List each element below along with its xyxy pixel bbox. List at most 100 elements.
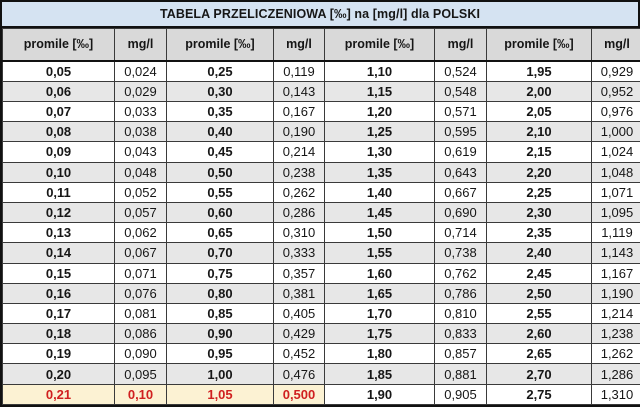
mgl-cell: 0,548 (434, 80, 487, 103)
mgl-cell: 0,043 (114, 141, 167, 163)
mgl-cell: 0,095 (114, 363, 167, 385)
promille-cell: 1,60 (324, 262, 435, 284)
promille-cell: 1,90 (324, 383, 435, 406)
table-row: 0,19 0,090 0,95 0,452 1,80 0,857 2,65 1,262 (2, 343, 640, 365)
mgl-cell: 0,571 (434, 101, 487, 123)
mgl-cell: 0,524 (434, 60, 487, 82)
promille-cell: 2,45 (486, 262, 592, 284)
mgl-cell: 1,238 (591, 323, 640, 345)
mgl-cell: 0,119 (273, 60, 325, 82)
promille-cell: 2,10 (486, 121, 592, 143)
promille-cell: 0,50 (166, 161, 274, 183)
col-header-promille-4: promile [‰] (486, 28, 592, 62)
table-title: TABELA PRZELICZENIOWA [‰] na [mg/l] dla … (2, 2, 638, 28)
mgl-cell: 0,381 (273, 282, 325, 304)
promille-cell: 0,45 (166, 141, 274, 163)
data-table: promile [‰] mg/l promile [‰] mg/l promil… (2, 28, 640, 406)
col-header-mgl-2: mg/l (273, 28, 325, 62)
promille-cell: 0,14 (2, 242, 115, 264)
mgl-cell: 0,643 (434, 161, 487, 183)
promille-cell: 2,55 (486, 302, 592, 325)
mgl-cell: 0,048 (114, 161, 167, 183)
promille-cell: 1,55 (324, 242, 435, 264)
promille-cell: 0,35 (166, 101, 274, 123)
mgl-cell: 0,190 (273, 121, 325, 143)
table-row: 0,17 0,081 0,85 0,405 1,70 0,810 2,55 1,214 (2, 302, 640, 325)
mgl-cell: 0,357 (273, 262, 325, 284)
promille-cell: 2,75 (486, 383, 592, 406)
table-row: 0,06 0,029 0,30 0,143 1,15 0,548 2,00 0,952 (2, 80, 640, 103)
mgl-cell: 0,076 (114, 282, 167, 304)
promille-cell: 0,21 (2, 383, 115, 406)
mgl-cell: 0,905 (434, 383, 487, 406)
promille-cell: 2,50 (486, 282, 592, 304)
mgl-cell: 0,500 (273, 383, 325, 406)
promille-cell: 1,95 (486, 60, 592, 82)
col-header-promille-2: promile [‰] (166, 28, 274, 62)
mgl-cell: 1,214 (591, 302, 640, 325)
promille-cell: 1,25 (324, 121, 435, 143)
mgl-cell: 0,143 (273, 80, 325, 103)
table-row: 0,18 0,086 0,90 0,429 1,75 0,833 2,60 1,238 (2, 323, 640, 345)
table-row: 0,16 0,076 0,80 0,381 1,65 0,786 2,50 1,190 (2, 282, 640, 304)
mgl-cell: 0,038 (114, 121, 167, 143)
promille-cell: 1,35 (324, 161, 435, 183)
mgl-cell: 0,052 (114, 181, 167, 203)
mgl-cell: 1,286 (591, 363, 640, 385)
mgl-cell: 0,262 (273, 181, 325, 203)
mgl-cell: 0,929 (591, 60, 640, 82)
promille-cell: 0,65 (166, 222, 274, 244)
mgl-cell: 0,062 (114, 222, 167, 244)
promille-cell: 0,11 (2, 181, 115, 203)
mgl-cell: 1,167 (591, 262, 640, 284)
promille-cell: 0,18 (2, 323, 115, 345)
table-row: 0,07 0,033 0,35 0,167 1,20 0,571 2,05 0,976 (2, 101, 640, 123)
mgl-cell: 0,057 (114, 201, 167, 224)
mgl-cell: 1,190 (591, 282, 640, 304)
promille-cell: 1,75 (324, 323, 435, 345)
table-body: 0,05 0,024 0,25 0,119 1,10 0,524 1,95 0,929 0,06… (2, 60, 640, 406)
mgl-cell: 0,429 (273, 323, 325, 345)
promille-cell: 1,85 (324, 363, 435, 385)
promille-cell: 2,30 (486, 201, 592, 224)
promille-cell: 0,07 (2, 101, 115, 123)
mgl-cell: 0,067 (114, 242, 167, 264)
mgl-cell: 0,214 (273, 141, 325, 163)
promille-cell: 0,70 (166, 242, 274, 264)
promille-cell: 0,95 (166, 343, 274, 365)
promille-cell: 1,10 (324, 60, 435, 82)
col-header-mgl-1: mg/l (114, 28, 167, 62)
promille-cell: 1,80 (324, 343, 435, 365)
col-header-promille-1: promile [‰] (2, 28, 115, 62)
promille-cell: 1,30 (324, 141, 435, 163)
table-header: promile [‰] mg/l promile [‰] mg/l promil… (2, 28, 640, 62)
mgl-cell: 1,095 (591, 201, 640, 224)
mgl-cell: 1,262 (591, 343, 640, 365)
promille-cell: 0,12 (2, 201, 115, 224)
promille-cell: 1,15 (324, 80, 435, 103)
mgl-cell: 0,024 (114, 60, 167, 82)
promille-cell: 1,70 (324, 302, 435, 325)
mgl-cell: 0,976 (591, 101, 640, 123)
promille-cell: 2,70 (486, 363, 592, 385)
promille-cell: 1,45 (324, 201, 435, 224)
promille-cell: 2,35 (486, 222, 592, 244)
table-row: 0,14 0,067 0,70 0,333 1,55 0,738 2,40 1,143 (2, 242, 640, 264)
promille-cell: 2,05 (486, 101, 592, 123)
mgl-cell: 0,405 (273, 302, 325, 325)
promille-cell: 1,20 (324, 101, 435, 123)
table-row: 0,13 0,062 0,65 0,310 1,50 0,714 2,35 1,119 (2, 222, 640, 244)
mgl-cell: 0,333 (273, 242, 325, 264)
promille-cell: 2,15 (486, 141, 592, 163)
promille-cell: 0,55 (166, 181, 274, 203)
mgl-cell: 0,238 (273, 161, 325, 183)
promille-cell: 0,25 (166, 60, 274, 82)
mgl-cell: 1,000 (591, 121, 640, 143)
promille-cell: 1,40 (324, 181, 435, 203)
table-row: 0,15 0,071 0,75 0,357 1,60 0,762 2,45 1,167 (2, 262, 640, 284)
promille-cell: 0,06 (2, 80, 115, 103)
mgl-cell: 0,086 (114, 323, 167, 345)
mgl-cell: 0,071 (114, 262, 167, 284)
mgl-cell: 1,143 (591, 242, 640, 264)
